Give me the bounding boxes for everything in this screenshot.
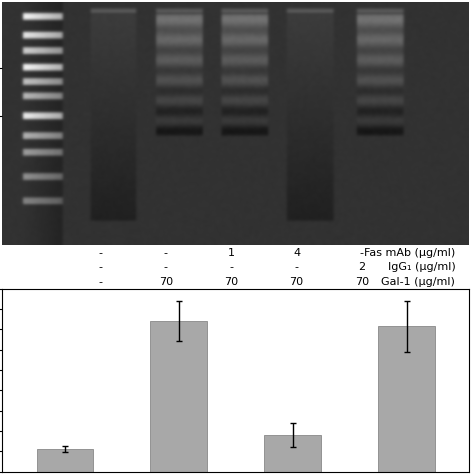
Text: -: - bbox=[99, 277, 102, 287]
Text: 1: 1 bbox=[228, 248, 235, 258]
Bar bbox=[378, 326, 435, 472]
Text: -: - bbox=[164, 248, 168, 258]
Text: Gal-1 (μg/ml): Gal-1 (μg/ml) bbox=[382, 277, 455, 287]
Text: -: - bbox=[360, 248, 364, 258]
Text: -: - bbox=[229, 262, 233, 272]
Text: 70: 70 bbox=[224, 277, 238, 287]
Text: 70: 70 bbox=[159, 277, 173, 287]
Text: -: - bbox=[164, 262, 168, 272]
Text: 4: 4 bbox=[293, 248, 300, 258]
Bar bbox=[150, 321, 207, 472]
Text: -: - bbox=[99, 248, 102, 258]
Bar bbox=[36, 449, 93, 472]
Text: 2: 2 bbox=[358, 262, 365, 272]
Text: -: - bbox=[99, 262, 102, 272]
Bar bbox=[264, 435, 321, 472]
Text: Fas mAb (μg/ml): Fas mAb (μg/ml) bbox=[364, 248, 455, 258]
Text: IgG₁ (μg/ml): IgG₁ (μg/ml) bbox=[388, 262, 455, 272]
Text: -: - bbox=[294, 262, 299, 272]
Text: 70: 70 bbox=[355, 277, 369, 287]
Text: 70: 70 bbox=[290, 277, 303, 287]
